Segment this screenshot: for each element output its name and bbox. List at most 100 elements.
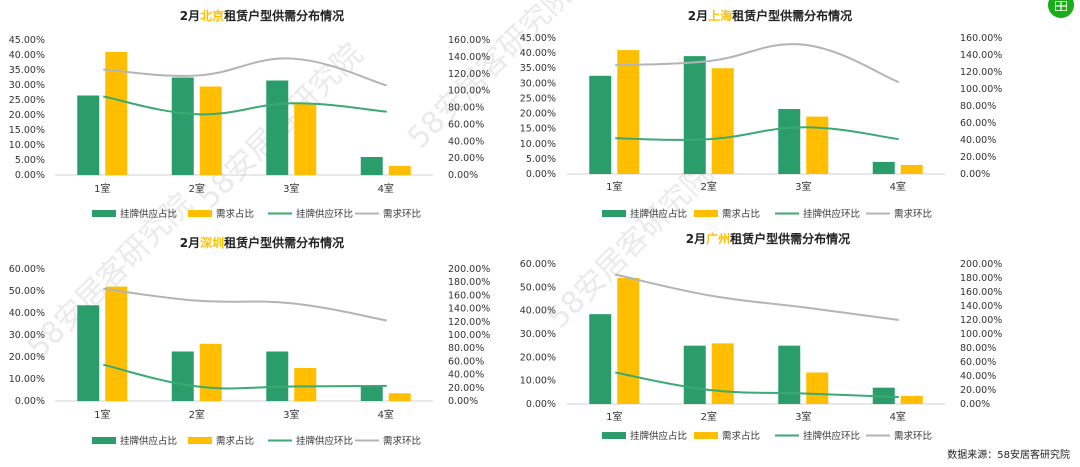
y2-tick-label: 60.00%: [960, 118, 996, 129]
demand-bar: [105, 52, 128, 175]
y-tick-label: 30.00%: [520, 329, 556, 340]
demand-bar: [388, 393, 411, 401]
x-tick-label: 3室: [283, 182, 299, 195]
y2-tick-label: 120.00%: [960, 67, 1002, 78]
legend-swatch-demand: [188, 437, 212, 444]
title-month: 2月: [686, 232, 706, 246]
title-city: 上海: [708, 8, 732, 23]
supply-bar: [683, 56, 706, 175]
y2-tick-label: 160.00%: [960, 33, 1002, 44]
legend-label: 挂牌供应占比: [630, 430, 687, 442]
y-tick-label: 10.00%: [9, 374, 45, 385]
x-tick-label: 3室: [795, 410, 811, 423]
chart-title: 2月北京租赁户型供需分布情况: [180, 8, 344, 23]
supply-bar: [778, 109, 801, 174]
legend-label: 需求占比: [216, 208, 254, 220]
legend-label: 需求占比: [722, 208, 760, 220]
chart-title: 2月广州租赁户型供需分布情况: [686, 231, 850, 246]
legend-swatch-supply: [602, 432, 626, 439]
legend-label: 挂牌供应环比: [296, 208, 353, 220]
supply-bar: [77, 95, 100, 175]
title-month: 2月: [180, 9, 200, 23]
y2-tick-label: 20.00%: [960, 152, 996, 163]
x-tick-label: 2室: [701, 180, 717, 193]
y-tick-label: 40.00%: [9, 308, 45, 319]
legend-swatch-supply: [602, 210, 626, 217]
source-note: 数据来源：58安居客研究院: [947, 450, 1070, 461]
demand-bar: [900, 395, 923, 404]
supply-bar: [77, 305, 100, 401]
y2-tick-label: 200.00%: [960, 259, 1002, 270]
x-tick-label: 1室: [94, 408, 110, 421]
x-tick-label: 4室: [890, 410, 906, 423]
y2-tick-label: 20.00%: [448, 383, 484, 394]
y2-tick-label: 120.00%: [448, 69, 490, 80]
grid-icon: [1055, 1, 1067, 11]
legend-label: 挂牌供应占比: [120, 435, 177, 447]
demand-bar: [711, 68, 734, 174]
y-tick-label: 5.00%: [526, 154, 556, 165]
y-tick-label: 50.00%: [520, 282, 556, 293]
y2-tick-label: 140.00%: [960, 301, 1002, 312]
title-suffix: 租赁户型供需分布情况: [224, 235, 344, 250]
demand-bar: [388, 166, 411, 175]
title-city: 北京: [200, 8, 224, 23]
y2-tick-label: 80.00%: [448, 343, 484, 354]
supply-bar: [171, 77, 194, 175]
title-suffix: 租赁户型供需分布情况: [730, 231, 850, 246]
y-tick-label: 15.00%: [520, 124, 556, 135]
y2-tick-label: 180.00%: [448, 277, 490, 288]
x-tick-label: 2室: [189, 182, 205, 195]
y-tick-label: 0.00%: [15, 170, 45, 181]
x-tick-label: 1室: [606, 180, 622, 193]
supply-bar: [589, 75, 612, 174]
y2-tick-label: 140.00%: [960, 50, 1002, 61]
corner-badge[interactable]: [1048, 0, 1074, 18]
legend-swatch-supply: [92, 437, 116, 444]
y2-tick-label: 0.00%: [448, 170, 478, 181]
legend-label: 需求环比: [894, 430, 932, 442]
y-tick-label: 0.00%: [526, 399, 556, 410]
x-tick-label: 4室: [378, 408, 394, 421]
y-tick-label: 10.00%: [520, 139, 556, 150]
legend-label: 需求环比: [894, 208, 932, 220]
supply-bar: [872, 161, 895, 174]
legend-label: 需求环比: [383, 208, 421, 220]
demand-mom-line: [615, 43, 900, 84]
legend-label: 挂牌供应环比: [803, 208, 860, 220]
demand-bar: [711, 343, 734, 404]
title-month: 2月: [180, 236, 200, 250]
legend-label: 挂牌供应环比: [803, 430, 860, 442]
y2-tick-label: 40.00%: [960, 371, 996, 382]
y2-tick-label: 20.00%: [960, 385, 996, 396]
y2-tick-label: 100.00%: [960, 84, 1002, 95]
x-tick-label: 3室: [283, 408, 299, 421]
x-tick-label: 2室: [189, 408, 205, 421]
legend-label: 需求环比: [383, 435, 421, 447]
y-tick-label: 60.00%: [9, 264, 45, 275]
demand-bar: [199, 86, 222, 175]
y-tick-label: 15.00%: [9, 125, 45, 136]
legend-label: 挂牌供应占比: [120, 208, 177, 220]
supply-bar: [171, 351, 194, 401]
x-tick-label: 3室: [795, 180, 811, 193]
y2-tick-label: 0.00%: [448, 396, 478, 407]
y-tick-label: 30.00%: [9, 330, 45, 341]
y2-tick-label: 40.00%: [448, 136, 484, 147]
y2-tick-label: 80.00%: [960, 101, 996, 112]
chart-title: 2月深圳租赁户型供需分布情况: [180, 235, 344, 250]
legend-label: 需求占比: [722, 430, 760, 442]
demand-bar: [617, 50, 640, 174]
y-tick-label: 30.00%: [520, 78, 556, 89]
y2-tick-label: 160.00%: [448, 35, 490, 46]
supply-bar: [683, 345, 706, 404]
title-city: 深圳: [200, 235, 224, 250]
y-tick-label: 50.00%: [9, 286, 45, 297]
x-tick-label: 2室: [701, 410, 717, 423]
y-tick-label: 45.00%: [9, 35, 45, 46]
y-tick-label: 40.00%: [520, 306, 556, 317]
demand-bar: [900, 164, 923, 174]
supply-mom-line: [103, 363, 387, 390]
y-tick-label: 5.00%: [15, 155, 45, 166]
